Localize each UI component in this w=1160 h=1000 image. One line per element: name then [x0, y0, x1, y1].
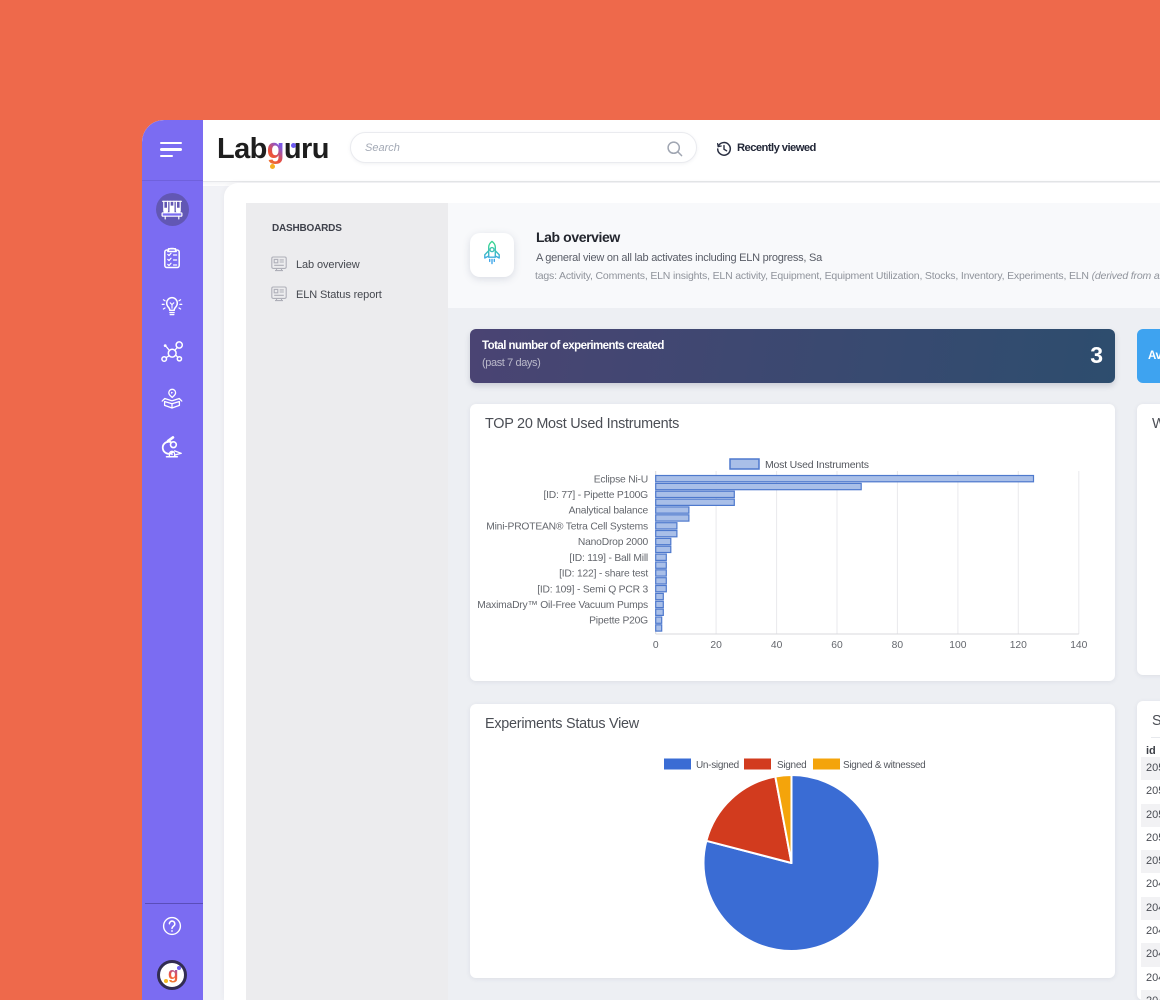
- svg-text:[ID: 122] - share test: [ID: 122] - share test: [559, 569, 648, 580]
- svg-text:20: 20: [710, 640, 722, 651]
- svg-text:Analytical balance: Analytical balance: [569, 506, 649, 517]
- svg-text:60: 60: [831, 640, 843, 651]
- svg-text:40: 40: [771, 640, 783, 651]
- svg-text:[ID: 109] - Semi Q PCR 3: [ID: 109] - Semi Q PCR 3: [537, 584, 648, 595]
- svg-text:[ID: 119] - Ball Mill: [ID: 119] - Ball Mill: [569, 553, 648, 564]
- svg-text:MaximaDry™ Oil-Free Vacuum Pum: MaximaDry™ Oil-Free Vacuum Pumps: [477, 600, 648, 611]
- svg-text:Signed & witnessed: Signed & witnessed: [843, 760, 925, 771]
- svg-text:Signed: Signed: [777, 760, 806, 771]
- svg-text:80: 80: [892, 640, 904, 651]
- svg-text:Pipette P20G: Pipette P20G: [589, 616, 648, 627]
- svg-text:Mini-PROTEAN® Tetra Cell Syste: Mini-PROTEAN® Tetra Cell Systems: [486, 521, 648, 532]
- svg-text:100: 100: [949, 640, 966, 651]
- svg-text:Un-signed: Un-signed: [696, 760, 739, 771]
- svg-text:140: 140: [1070, 640, 1087, 651]
- svg-text:Eclipse Ni-U: Eclipse Ni-U: [594, 474, 648, 485]
- svg-text:[ID: 77] - Pipette P100G: [ID: 77] - Pipette P100G: [543, 490, 648, 501]
- svg-text:Most Used Instruments: Most Used Instruments: [765, 459, 869, 471]
- svg-text:120: 120: [1010, 640, 1027, 651]
- svg-text:NanoDrop 2000: NanoDrop 2000: [578, 537, 649, 548]
- svg-text:0: 0: [653, 640, 659, 651]
